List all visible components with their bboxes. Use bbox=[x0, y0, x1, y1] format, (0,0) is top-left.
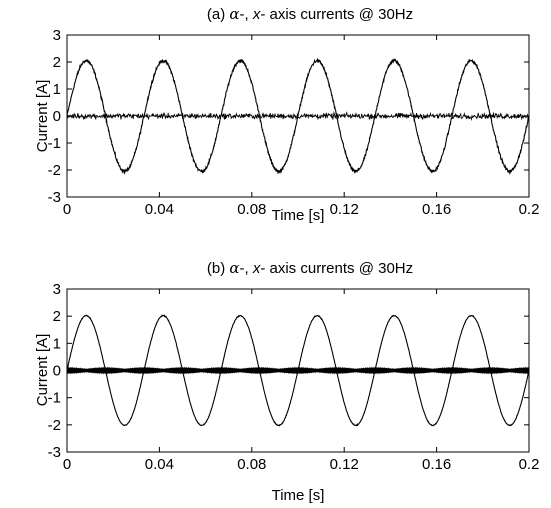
x-tick-label: 0.16 bbox=[422, 201, 451, 218]
series-line-2 bbox=[67, 367, 529, 373]
x-tick-label: 0.2 bbox=[519, 201, 540, 218]
chart-panel-a: (a) α-, x- axis currents @ 30Hz 0 0.04 0.0… bbox=[34, 5, 539, 224]
x-tick-label: 0.04 bbox=[145, 456, 174, 473]
y-tick-label: 2 bbox=[53, 54, 61, 71]
chart-title: (b) α-, x- axis currents @ 30Hz bbox=[207, 259, 413, 277]
y-tick-label: 1 bbox=[53, 81, 61, 98]
x-tick-label: 0.12 bbox=[330, 456, 359, 473]
y-tick-label: 3 bbox=[53, 281, 61, 298]
y-axis-label: Current [A] bbox=[34, 334, 51, 407]
x-tick-label: 0 bbox=[63, 456, 71, 473]
y-tick-label: 1 bbox=[53, 335, 61, 352]
x-tick-label: 0 bbox=[63, 201, 71, 218]
x-tick-label: 0.16 bbox=[422, 456, 451, 473]
y-tick-label: -2 bbox=[48, 417, 61, 434]
x-tick-label: 0.04 bbox=[145, 201, 174, 218]
x-tick-label: 0.08 bbox=[237, 201, 266, 218]
x-tick-label: 0.12 bbox=[330, 201, 359, 218]
y-tick-label: 2 bbox=[53, 308, 61, 325]
y-tick-label: 0 bbox=[53, 363, 61, 380]
chart-title: (a) α-, x- axis currents @ 30Hz bbox=[207, 5, 413, 23]
x-axis-label: Time [s] bbox=[272, 207, 325, 224]
y-axis-label: Current [A] bbox=[34, 80, 51, 153]
y-tick-label: -2 bbox=[48, 162, 61, 179]
y-tick-label: 3 bbox=[53, 27, 61, 44]
x-axis-label: Time [s] bbox=[272, 487, 325, 504]
x-tick-label: 0.08 bbox=[237, 456, 266, 473]
y-tick-label: -3 bbox=[48, 444, 61, 461]
y-tick-label: 0 bbox=[53, 108, 61, 125]
x-tick-label: 0.2 bbox=[519, 456, 540, 473]
chart-panel-b: (b) α-, x- axis currents @ 30Hz 0 0.04 0.0… bbox=[34, 259, 539, 504]
y-tick-label: -3 bbox=[48, 189, 61, 206]
